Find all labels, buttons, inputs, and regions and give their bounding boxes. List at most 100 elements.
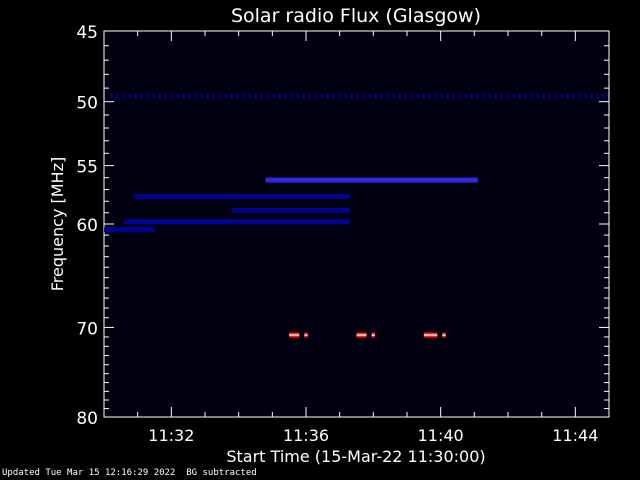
y-tick-label: 80 <box>76 409 98 429</box>
interference-line-segment <box>236 93 239 99</box>
spectral-burst-core <box>423 334 438 336</box>
interference-line-segment <box>152 93 155 99</box>
interference-line-segment <box>512 93 515 99</box>
interference-line-segment <box>272 93 275 99</box>
interference-line-segment <box>380 93 383 99</box>
y-tick-label: 55 <box>76 158 98 178</box>
interference-line-segment <box>500 93 503 99</box>
interference-line-segment <box>230 93 233 99</box>
spectral-burst-core <box>289 334 300 336</box>
interference-line-segment <box>422 93 425 99</box>
spectral-band <box>134 194 350 200</box>
spectral-band <box>104 227 155 233</box>
interference-line-segment <box>158 93 161 99</box>
interference-line-segment <box>182 93 185 99</box>
interference-line-segment <box>146 93 149 99</box>
interference-line-segment <box>494 93 497 99</box>
interference-line-segment <box>134 93 137 99</box>
interference-line-segment <box>200 93 203 99</box>
interference-line-segment <box>404 93 407 99</box>
interference-line-segment <box>560 93 563 99</box>
interference-line-segment <box>260 93 263 99</box>
interference-line-segment <box>398 93 401 99</box>
interference-line-segment <box>524 93 527 99</box>
interference-line-segment <box>248 93 251 99</box>
interference-line-segment <box>170 93 173 99</box>
chart-title: Solar radio Flux (Glasgow) <box>231 5 481 27</box>
interference-line-segment <box>518 93 521 99</box>
spectral-burst-core <box>356 334 367 336</box>
interference-line-segment <box>590 93 593 99</box>
interference-line-segment <box>332 93 335 99</box>
interference-line-segment <box>434 93 437 99</box>
spectral-burst-core <box>442 334 446 336</box>
interference-line-segment <box>296 93 299 99</box>
interference-line-segment <box>476 93 479 99</box>
y-tick-label: 60 <box>76 216 98 236</box>
interference-line-segment <box>308 93 311 99</box>
interference-line-segment <box>536 93 539 99</box>
interference-line-segment <box>446 93 449 99</box>
interference-line-segment <box>290 93 293 99</box>
interference-line-segment <box>110 93 113 99</box>
interference-line-segment <box>464 93 467 99</box>
interference-line-segment <box>374 93 377 99</box>
interference-line-segment <box>338 93 341 99</box>
x-tick-label: 11:40 <box>418 426 464 445</box>
interference-line-segment <box>584 93 587 99</box>
interference-line-segment <box>116 93 119 99</box>
interference-line-segment <box>554 93 557 99</box>
footer-status: Updated Tue Mar 15 12:16:29 2022 BG subt… <box>2 468 257 478</box>
interference-line-segment <box>254 93 257 99</box>
spectral-band <box>231 207 350 213</box>
interference-line-segment <box>194 93 197 99</box>
interference-line-segment <box>452 93 455 99</box>
interference-line-segment <box>188 93 191 99</box>
interference-line-segment <box>482 93 485 99</box>
interference-line-segment <box>164 93 167 99</box>
axis-ticks: 45 50 55 60 70 80 11:32 11:36 11:40 11:44 <box>76 23 609 445</box>
interference-line-segment <box>320 93 323 99</box>
interference-line-segment <box>602 93 605 99</box>
interference-line-segment <box>572 93 575 99</box>
interference-line-segment <box>122 93 125 99</box>
bg-subtracted-note: BG subtracted <box>186 468 257 478</box>
interference-line-segment <box>416 93 419 99</box>
interference-line-segment <box>176 93 179 99</box>
x-axis-label: Start Time (15-Mar-22 11:30:00) <box>226 447 485 466</box>
interference-line-segment <box>596 93 599 99</box>
interference-line-segment <box>326 93 329 99</box>
interference-line-segment <box>284 93 287 99</box>
interference-line-segment <box>530 93 533 99</box>
spectral-band <box>265 177 478 183</box>
interference-line-segment <box>470 93 473 99</box>
interference-line-segment <box>410 93 413 99</box>
updated-timestamp: Updated Tue Mar 15 12:16:29 2022 <box>2 468 176 478</box>
interference-line-segment <box>458 93 461 99</box>
spectral-burst-core <box>304 334 308 336</box>
y-tick-label: 45 <box>76 23 98 43</box>
interference-line-segment <box>488 93 491 99</box>
y-axis-label: Frequency [MHz] <box>48 157 67 291</box>
interference-line-segment <box>542 93 545 99</box>
interference-line-segment <box>428 93 431 99</box>
interference-line-segment <box>344 93 347 99</box>
interference-line-segment <box>566 93 569 99</box>
interference-line-segment <box>356 93 359 99</box>
x-tick-label: 11:44 <box>552 426 598 445</box>
interference-line-segment <box>302 93 305 99</box>
interference-line-segment <box>362 93 365 99</box>
spectral-burst-core <box>371 334 376 336</box>
interference-line-segment <box>440 93 443 99</box>
interference-line-segment <box>392 93 395 99</box>
interference-line-segment <box>212 93 215 99</box>
interference-line-segment <box>224 93 227 99</box>
interference-line-segment <box>578 93 581 99</box>
interference-line-segment <box>278 93 281 99</box>
interference-line-segment <box>506 93 509 99</box>
interference-line-segment <box>266 93 269 99</box>
interference-line-segment <box>140 93 143 99</box>
interference-line-segment <box>206 93 209 99</box>
interference-line-segment <box>386 93 389 99</box>
